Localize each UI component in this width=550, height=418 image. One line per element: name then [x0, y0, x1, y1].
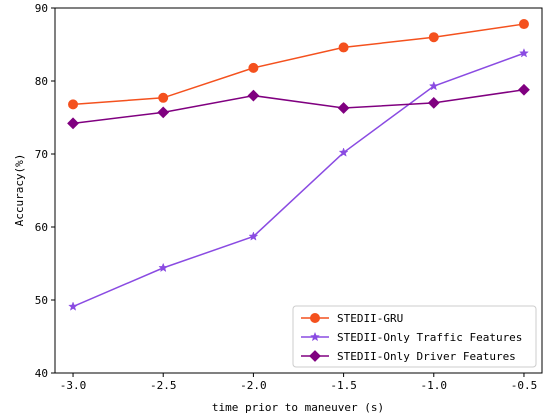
data-point	[519, 48, 529, 58]
legend-item: STEDII-GRU	[301, 312, 403, 325]
legend-label: STEDII-GRU	[337, 312, 403, 325]
y-axis-label: Accuracy(%)	[13, 154, 26, 227]
y-tick-label: 60	[35, 221, 48, 234]
data-point	[248, 231, 259, 241]
series-line	[72, 23, 525, 106]
data-point	[158, 262, 169, 273]
legend-marker	[310, 313, 320, 323]
data-point	[158, 92, 169, 103]
legend-label: STEDII-Only Traffic Features	[337, 331, 522, 344]
legend-box	[292, 305, 537, 368]
series-3	[67, 83, 530, 130]
x-tick-label: -0.5	[511, 379, 538, 392]
legend-marker	[310, 331, 320, 342]
legend-item: STEDII-Only Driver Features	[301, 350, 516, 363]
series-2	[68, 48, 529, 311]
legend-item: STEDII-Only Traffic Features	[301, 331, 522, 344]
data-point	[157, 106, 170, 119]
y-tick-label: 40	[35, 367, 48, 380]
x-tick-label: -2.5	[150, 379, 177, 392]
y-tick-label: 70	[35, 148, 48, 161]
plot-frame	[54, 7, 543, 374]
x-tick-label: -1.5	[330, 379, 357, 392]
x-tick-label: -2.0	[240, 379, 267, 392]
data-point	[68, 99, 79, 110]
y-tick-label: 90	[35, 2, 48, 15]
data-point	[67, 117, 79, 130]
series-1	[68, 19, 529, 110]
series-line	[72, 52, 525, 308]
legend-marker	[309, 350, 321, 362]
data-point	[247, 89, 260, 102]
data-point	[518, 19, 529, 30]
x-axis-label: time prior to maneuver (s)	[212, 401, 384, 414]
y-tick-label: 80	[35, 75, 48, 88]
data-point	[68, 301, 78, 311]
data-point	[338, 147, 349, 157]
legend-label: STEDII-Only Driver Features	[337, 350, 516, 363]
data-point	[518, 83, 530, 96]
data-point	[428, 32, 439, 43]
data-point	[427, 96, 440, 109]
data-point	[338, 42, 349, 53]
data-point	[428, 80, 439, 91]
x-tick-label: -3.0	[60, 379, 87, 392]
x-tick-label: -1.0	[421, 379, 448, 392]
series-line	[72, 89, 525, 125]
data-point	[248, 62, 259, 73]
data-point	[337, 102, 350, 114]
y-tick-label: 50	[35, 294, 48, 307]
legend: STEDII-GRU STEDII-Only Traffic Features ST…	[292, 305, 537, 368]
